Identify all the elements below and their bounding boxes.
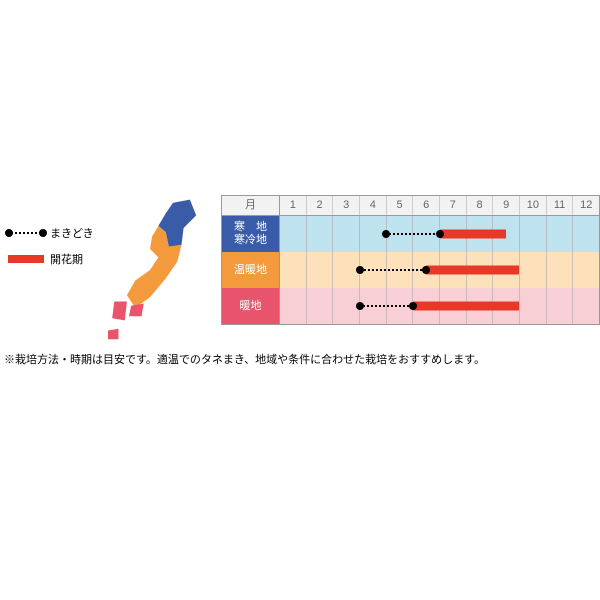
row-label: 温暖地 — [222, 252, 280, 288]
sowing-endpoint-dot — [356, 302, 364, 310]
month-cell: 5 — [387, 196, 414, 215]
month-header-label: 月 — [222, 196, 280, 215]
month-cell: 12 — [573, 196, 599, 215]
sowing-swatch — [8, 228, 44, 238]
sowing-line — [360, 269, 426, 271]
planting-calendar-chart: 月 123456789101112 寒 地 寒冷地温暖地暖地 — [221, 195, 600, 325]
legend-item-sowing: まきどき — [8, 225, 100, 241]
month-cell: 7 — [440, 196, 467, 215]
row-track — [280, 216, 599, 252]
flowering-swatch — [8, 255, 44, 263]
flowering-bar — [413, 302, 519, 311]
flowering-bar — [440, 230, 506, 239]
month-cell: 2 — [307, 196, 334, 215]
sowing-line — [360, 305, 413, 307]
legend-sowing-label: まきどき — [50, 225, 94, 241]
month-cell: 1 — [280, 196, 307, 215]
sowing-line — [386, 233, 439, 235]
sowing-endpoint-dot — [356, 266, 364, 274]
legend: まきどき 開花期 — [0, 195, 100, 277]
month-cells: 123456789101112 — [280, 196, 599, 215]
month-cell: 11 — [547, 196, 574, 215]
legend-item-flowering: 開花期 — [8, 251, 100, 267]
legend-flowering-label: 開花期 — [50, 251, 83, 267]
month-cell: 6 — [413, 196, 440, 215]
footnote-text: ※栽培方法・時期は目安です。適温でのタネまき、地域や条件に合わせた栽培をおすすめ… — [0, 351, 600, 367]
month-cell: 9 — [493, 196, 520, 215]
month-cell: 10 — [520, 196, 547, 215]
japan-map-icon — [108, 195, 213, 345]
month-cell: 8 — [467, 196, 494, 215]
sowing-endpoint-dot — [436, 230, 444, 238]
flowering-bar — [426, 266, 519, 275]
month-cell: 3 — [333, 196, 360, 215]
chart-row: 寒 地 寒冷地 — [222, 216, 599, 252]
chart-row: 暖地 — [222, 288, 599, 324]
row-track — [280, 252, 599, 288]
month-cell: 4 — [360, 196, 387, 215]
sowing-endpoint-dot — [382, 230, 390, 238]
row-track — [280, 288, 599, 324]
sowing-endpoint-dot — [409, 302, 417, 310]
chart-header-row: 月 123456789101112 — [222, 196, 599, 216]
chart-row: 温暖地 — [222, 252, 599, 288]
row-label: 寒 地 寒冷地 — [222, 216, 280, 252]
sowing-endpoint-dot — [422, 266, 430, 274]
row-label: 暖地 — [222, 288, 280, 324]
